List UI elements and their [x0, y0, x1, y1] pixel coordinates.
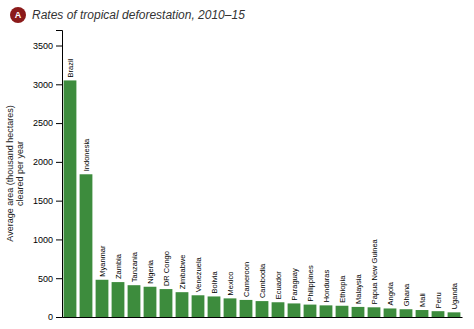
category-label: Brazil: [66, 58, 75, 77]
chart: A Rates of tropical deforestation, 2010–1…: [0, 0, 474, 329]
y-tick-mark: [56, 239, 62, 240]
bar: [176, 292, 189, 317]
category-label: Paraguay: [290, 268, 299, 300]
icon-label: A: [15, 10, 22, 20]
category-label: Myanmar: [98, 245, 107, 277]
y-tick-mark: [56, 84, 62, 85]
y-tick-label: 1000: [33, 235, 53, 245]
category-label: Angola: [386, 281, 395, 305]
bar: [192, 295, 205, 317]
y-tick-label: 500: [38, 274, 53, 284]
title: Rates of tropical deforestation, 2010–15: [32, 8, 245, 22]
y-tick-label: 0: [48, 312, 53, 322]
y-tick: 1000: [33, 235, 62, 245]
y-tick: 500: [38, 274, 62, 284]
y-tick-mark: [56, 123, 62, 124]
y-tick-label: 2000: [33, 157, 53, 167]
category-label: Honduras: [322, 270, 331, 303]
category-label: Cameroon: [242, 262, 251, 297]
y-axis-title: Average area (thousand hectares)cleared …: [5, 105, 26, 241]
bar: [224, 298, 237, 317]
category-label: Ecuador: [274, 271, 283, 299]
y-tick-mark: [56, 162, 62, 163]
category-labels: Brazil Indonesia Myanmar Zambia Tanzania Nige…: [66, 58, 459, 309]
y-tick: 2500: [33, 118, 62, 128]
bar: [448, 312, 461, 317]
bar: [240, 300, 253, 317]
bar: [416, 310, 429, 317]
y-axis-line: [56, 31, 63, 318]
bar: [320, 305, 333, 317]
bar: [144, 287, 157, 317]
x-axis-line: [63, 317, 463, 318]
y-axis-title-line: cleared per year: [15, 141, 25, 206]
y-tick: 3000: [33, 80, 62, 90]
bar: [96, 280, 109, 317]
category-label: Zimbabwe: [178, 255, 187, 290]
category-label: Ethiopia: [338, 275, 347, 303]
y-tick-label: 3500: [33, 41, 53, 51]
y-axis-title-line: Average area (thousand hectares): [5, 105, 15, 241]
category-label: Cambodia: [258, 263, 267, 298]
plot: 0 500 1000 1500 2000 2500 3000 3500 Brazil Indone…: [5, 31, 463, 323]
x-axis: [63, 317, 463, 318]
bar: [384, 308, 397, 317]
title-group: A Rates of tropical deforestation, 2010–1…: [10, 7, 245, 23]
category-label: Papua New Guinea: [370, 238, 379, 304]
category-label: Nigeria: [146, 259, 155, 284]
y-tick-label: 1500: [33, 196, 53, 206]
icon: [10, 7, 26, 23]
bar: [336, 306, 349, 317]
category-label: Ghana: [402, 283, 411, 306]
bar: [64, 80, 77, 317]
y-tick-mark: [56, 201, 62, 202]
category-label: DR Congo: [162, 251, 171, 286]
bar: [272, 302, 285, 317]
y-axis: 0 500 1000 1500 2000 2500 3000 3500: [33, 31, 63, 323]
category-label: Uganda: [450, 282, 459, 309]
category-label: Mexico: [226, 272, 235, 296]
bar: [256, 301, 269, 317]
y-tick-mark: [56, 317, 62, 318]
bar: [208, 296, 221, 317]
bar: [160, 289, 173, 317]
category-label: Tanzania: [130, 251, 139, 282]
y-tick-label: 2500: [33, 118, 53, 128]
category-label: Indonesia: [82, 138, 91, 171]
category-label: Philippines: [306, 265, 315, 302]
category-label: Malaysia: [354, 273, 363, 303]
category-label: Zambia: [114, 253, 123, 279]
y-tick: 3500: [33, 41, 62, 51]
bar: [432, 311, 445, 317]
bar: [80, 174, 93, 317]
bar: [288, 303, 301, 317]
category-label: Bolivia: [210, 271, 219, 294]
y-tick-mark: [56, 46, 62, 47]
category-label: Venezuela: [194, 256, 203, 292]
bar: [128, 285, 141, 317]
y-tick: 1500: [33, 196, 62, 206]
y-tick-mark: [56, 278, 62, 279]
y-tick: 0: [48, 312, 62, 322]
bar: [112, 282, 125, 317]
bars: [64, 80, 461, 317]
category-label: Peru: [434, 292, 443, 308]
y-tick-label: 3000: [33, 80, 53, 90]
bar: [352, 307, 365, 317]
y-tick: 2000: [33, 157, 62, 167]
category-label: Mali: [418, 293, 427, 307]
bar: [368, 307, 381, 317]
bar: [400, 309, 413, 317]
bar: [304, 305, 317, 317]
